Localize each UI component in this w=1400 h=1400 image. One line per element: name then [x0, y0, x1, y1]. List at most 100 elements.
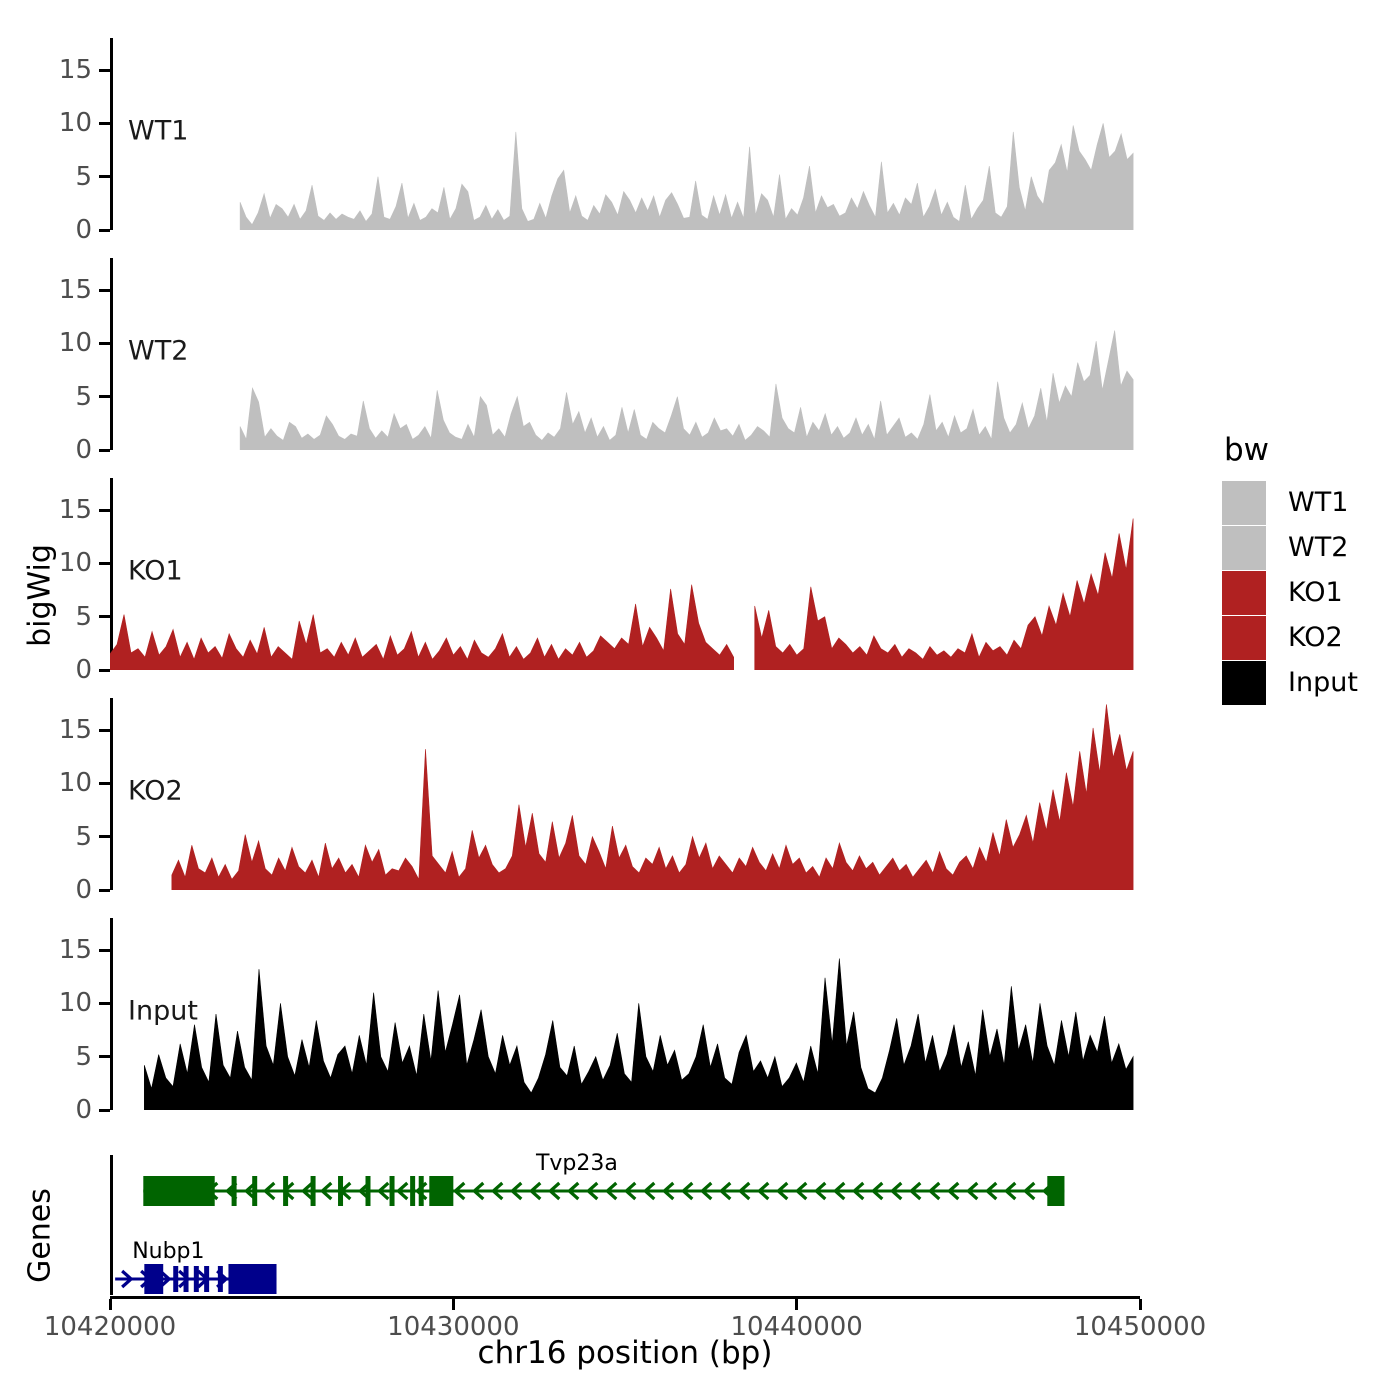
- x-tick: [451, 1299, 455, 1310]
- y-tick-label: 0: [75, 655, 92, 685]
- legend-item-wt1[interactable]: WT1: [1222, 480, 1392, 525]
- legend-items: WT1 WT2 KO1 KO2 Input: [1222, 480, 1392, 705]
- y-tick-label: 10: [58, 548, 92, 579]
- legend-item-wt2[interactable]: WT2: [1222, 525, 1392, 570]
- y-tick: [99, 668, 110, 672]
- gene-label-nubp1: Nubp1: [132, 1239, 205, 1264]
- signal-area-wt1: [239, 123, 1134, 230]
- y-tick: [99, 728, 110, 732]
- legend-swatch-wt2: [1222, 525, 1266, 570]
- x-tick-label: 10450000: [1073, 1312, 1207, 1342]
- genes-axis-line: [110, 1155, 113, 1295]
- signal-panel-wt1: 0 5 10 15 WT1: [59, 38, 1140, 243]
- legend-swatch-input: [1222, 660, 1266, 705]
- track-label-wt2: WT2: [128, 335, 189, 367]
- gene-label-tvp23a: Tvp23a: [535, 1151, 618, 1176]
- x-tick: [795, 1299, 799, 1310]
- gene-tvp23a[interactable]: [143, 1176, 1065, 1206]
- y-tick: [99, 888, 110, 892]
- gene-nubp1[interactable]: [115, 1264, 277, 1294]
- y-tick-label: 15: [58, 935, 92, 965]
- legend-label-ko1: KO1: [1288, 577, 1343, 608]
- y-tick: [99, 835, 110, 839]
- y-tick-label: 15: [58, 55, 92, 85]
- y-tick-label: 5: [75, 381, 92, 412]
- y-tick: [99, 288, 110, 292]
- y-tick-label: 10: [58, 768, 92, 799]
- y-tick: [99, 1108, 110, 1112]
- x-tick: [108, 1299, 112, 1310]
- y-tick: [99, 781, 110, 785]
- legend-item-input[interactable]: Input: [1222, 660, 1392, 705]
- y-tick: [99, 341, 110, 345]
- track-label-input: Input: [128, 995, 198, 1027]
- genes-panel: Tvp23a Nubp1: [110, 1151, 1140, 1295]
- x-axis-line: [110, 1296, 1140, 1299]
- x-tick-label: 10440000: [730, 1312, 863, 1342]
- gene-exon: [228, 1264, 277, 1294]
- y-tick: [99, 395, 110, 399]
- x-tick: [1138, 1299, 1142, 1310]
- y-tick-label: 0: [75, 875, 92, 905]
- signal-panel-ko2: 0 5 10 15 KO2: [59, 698, 1140, 903]
- signal-area-wt2: [239, 330, 1134, 450]
- y-axis-title-bigwig: bigWig: [22, 544, 58, 647]
- legend-label-ko2: KO2: [1288, 622, 1343, 653]
- signal-area-ko1: [110, 518, 1134, 670]
- y-tick-label: 0: [75, 215, 92, 245]
- legend-item-ko1[interactable]: KO1: [1222, 570, 1392, 615]
- y-tick-label: 0: [75, 435, 92, 465]
- signal-area-input: [144, 958, 1134, 1110]
- x-axis-title: chr16 position (bp): [477, 1335, 773, 1371]
- signal-area-ko2: [171, 704, 1134, 890]
- y-tick: [99, 228, 110, 232]
- y-axis-title-genes: Genes: [22, 1188, 58, 1283]
- y-tick-label: 10: [58, 328, 92, 359]
- y-tick: [99, 1001, 110, 1005]
- y-tick-label: 5: [75, 161, 92, 192]
- legend-title: bw: [1224, 432, 1270, 468]
- gene-exon: [143, 1176, 215, 1206]
- legend-label-input: Input: [1288, 667, 1358, 698]
- y-tick-label: 5: [75, 1041, 92, 1072]
- y-tick-label: 15: [58, 495, 92, 525]
- y-tick: [99, 121, 110, 125]
- signal-panel-ko1: 0 5 10 15 KO1: [59, 478, 1140, 683]
- y-tick: [99, 175, 110, 179]
- track-label-wt1: WT1: [128, 115, 189, 147]
- legend-swatch-ko1: [1222, 570, 1266, 615]
- y-tick: [99, 1055, 110, 1059]
- x-tick-label: 10430000: [387, 1312, 520, 1342]
- y-tick: [99, 615, 110, 619]
- panel-axis-line: [110, 38, 113, 230]
- gene-exon: [429, 1176, 454, 1206]
- genes-svg: [115, 1176, 1065, 1294]
- signal-panel-input: 0 5 10 15 Input: [59, 918, 1140, 1123]
- panel-axis-line: [110, 918, 113, 1110]
- legend-label-wt2: WT2: [1288, 532, 1349, 563]
- y-tick-label: 0: [75, 1095, 92, 1125]
- x-tick-label: 10420000: [43, 1312, 177, 1342]
- y-tick: [99, 508, 110, 512]
- gene-exon: [1047, 1176, 1065, 1206]
- y-tick-label: 5: [75, 601, 92, 632]
- legend-swatch-wt1: [1222, 480, 1266, 525]
- panel-axis-line: [110, 258, 113, 450]
- panel-axis-line: [110, 478, 113, 670]
- y-tick-label: 10: [58, 108, 92, 139]
- track-label-ko1: KO1: [128, 555, 183, 587]
- y-tick: [99, 448, 110, 452]
- legend: bw WT1 WT2 KO1 KO2 Input: [1222, 432, 1392, 705]
- y-tick-label: 15: [58, 275, 92, 305]
- legend-label-wt1: WT1: [1288, 487, 1349, 518]
- legend-swatch-ko2: [1222, 615, 1266, 660]
- y-tick: [99, 561, 110, 565]
- y-tick-label: 15: [58, 715, 92, 745]
- x-axis: 10420000 10430000 10440000 10450000: [44, 1296, 1206, 1342]
- signal-panel-wt2: 0 5 10 15 WT2: [59, 258, 1140, 463]
- legend-item-ko2[interactable]: KO2: [1222, 615, 1392, 660]
- gene-exon: [144, 1264, 164, 1294]
- panel-axis-line: [110, 698, 113, 890]
- track-label-ko2: KO2: [128, 775, 183, 807]
